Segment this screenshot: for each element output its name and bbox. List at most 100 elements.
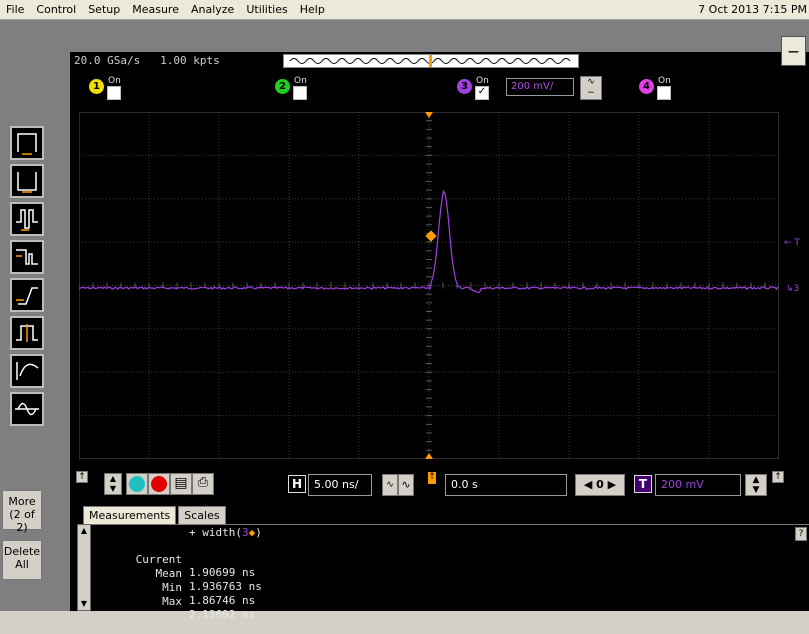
sample-rate: 20.0 GSa/s	[74, 54, 141, 67]
channel-1-on-checkbox[interactable]	[107, 86, 121, 100]
run-indicator-icon	[129, 476, 145, 492]
channel-row: 1 On 2 On 3 On ✓ 4 On	[70, 70, 780, 106]
channel-4-on-label: On	[658, 76, 671, 86]
autoscale-icon: ▤	[174, 475, 188, 491]
autoscale-button[interactable]: ▤	[170, 473, 192, 495]
top-gray-panel	[0, 20, 809, 52]
trigger-level-field[interactable]: 200 mV	[655, 474, 741, 496]
delay-field[interactable]: 0.0 s	[445, 474, 567, 496]
channel-1-badge[interactable]: 1	[89, 79, 104, 94]
horizontal-scale-field[interactable]: 5.00 ns/	[308, 474, 372, 496]
acquisition-info: 20.0 GSa/s 1.00 kpts	[74, 54, 220, 67]
expand-up-button[interactable]: ↑	[76, 471, 88, 483]
measurement-row-max: Max 2.13692 ns	[162, 595, 256, 621]
marker-icon: ◆	[248, 526, 256, 539]
channel-4-on-checkbox[interactable]	[657, 86, 671, 100]
memory-bar[interactable]	[283, 54, 579, 68]
scroll-stepper[interactable]: ▲ ▼	[104, 473, 122, 495]
single-run-button[interactable]	[126, 473, 148, 495]
channel-3-swatch-icon: 3	[241, 526, 249, 539]
date-time: 7 Oct 2013 7:15 PM	[698, 3, 807, 16]
menu-help[interactable]: Help	[299, 3, 325, 16]
checkmark-icon: ✓	[477, 86, 487, 97]
glitch-trigger-button[interactable]	[10, 202, 44, 236]
measurement-row-mean: Mean 1.936763 ns	[155, 567, 262, 593]
minimize-icon: —	[788, 44, 799, 58]
memory-waveform-icon	[289, 55, 571, 67]
control-row: ↑ ▲ ▼ ▤ ⎙ H 5.00 ns/ ∿ ∿ ↑ 0.0 s ◀ 0 ▶ T …	[70, 469, 809, 499]
trigger-position-marker-bottom	[425, 453, 433, 459]
arrow-up-icon: ↑	[774, 472, 782, 482]
channel-3-waveform	[79, 189, 779, 294]
minimize-button[interactable]: —	[781, 36, 806, 66]
pulse-width-trigger-icon	[17, 172, 37, 193]
more-button[interactable]: More (2 of 2)	[2, 490, 42, 534]
measurement-tabs: Measurements Scales	[83, 506, 228, 525]
step-left-right-icon: ◀ 0 ▶	[583, 478, 617, 491]
ac-coupling-icon: ∿ ∼	[587, 77, 595, 98]
pattern-trigger-icon	[15, 402, 39, 416]
menu-setup[interactable]: Setup	[88, 3, 121, 16]
memory-depth: 1.00 kpts	[160, 54, 220, 67]
scroll-down-icon: ▼	[80, 599, 88, 608]
waveform-graticule[interactable]	[79, 112, 779, 459]
menu-analyze[interactable]: Analyze	[190, 3, 235, 16]
tab-measurements[interactable]: Measurements	[83, 506, 177, 525]
waveform-mode-button[interactable]: ∿	[398, 474, 414, 496]
transition-trigger-icon	[16, 287, 38, 305]
channel-3-on-checkbox[interactable]: ✓	[475, 86, 489, 100]
channel-3-on-label: On	[476, 76, 489, 86]
trigger-level-marker: ← T	[784, 238, 800, 248]
menu-measure[interactable]: Measure	[132, 3, 179, 16]
trigger-label[interactable]: T	[634, 475, 652, 493]
delete-all-button[interactable]: Delete All	[2, 540, 42, 580]
pattern-trigger-button[interactable]	[10, 392, 44, 426]
stop-button[interactable]	[148, 473, 170, 495]
channel-1-on-label: On	[108, 76, 121, 86]
zoom-button[interactable]: ∿	[382, 474, 398, 496]
arrow-up-icon: ↑	[78, 472, 86, 482]
window-trigger-icon	[16, 362, 39, 380]
setup-hold-trigger-button[interactable]	[10, 316, 44, 350]
glitch-trigger-icon	[16, 209, 38, 231]
stepper-up-down-icon: ▲ ▼	[752, 475, 760, 495]
tab-scales[interactable]: Scales	[178, 506, 226, 525]
delay-step-buttons[interactable]: ◀ 0 ▶	[575, 474, 625, 496]
measurements-panel: + width(3◆) Current 1.90699 ns Mean 1.93…	[77, 524, 809, 621]
channel-3-scale-field[interactable]: 200 mV/	[506, 78, 574, 96]
horizontal-label[interactable]: H	[288, 475, 306, 493]
sine-icon: ∿	[401, 478, 411, 491]
menu-file[interactable]: File	[6, 3, 25, 16]
channel-2-on-label: On	[294, 76, 307, 86]
trigger-level-stepper[interactable]: ▲ ▼	[745, 474, 767, 496]
zoom-waveform-icon: ∿	[386, 480, 394, 490]
channel-3-coupling-button[interactable]: ∿ ∼	[580, 76, 602, 100]
runt-trigger-icon	[16, 249, 38, 265]
measurements-scrollbar[interactable]: ▲ ▼	[77, 524, 91, 611]
setup-hold-trigger-icon	[16, 324, 38, 342]
printer-icon: ⎙	[197, 475, 209, 490]
edge-trigger-button[interactable]	[10, 126, 44, 160]
runt-trigger-button[interactable]	[10, 240, 44, 274]
menu-bar: File Control Setup Measure Analyze Utili…	[0, 0, 809, 20]
menu-utilities[interactable]: Utilities	[246, 3, 288, 16]
channel-2-badge[interactable]: 2	[275, 79, 290, 94]
trigger-expand-button[interactable]: ↑	[772, 471, 784, 483]
channel-3-badge[interactable]: 3	[457, 79, 472, 94]
trigger-position-marker-top	[425, 112, 433, 118]
pulse-width-trigger-button[interactable]	[10, 164, 44, 198]
stop-indicator-icon	[151, 476, 167, 492]
scroll-up-icon: ▲	[80, 526, 88, 535]
print-button[interactable]: ⎙	[192, 473, 214, 495]
transition-trigger-button[interactable]	[10, 278, 44, 312]
grid-lines	[79, 112, 779, 459]
channel-3-ground-marker: ↳3	[786, 284, 800, 294]
measurement-header: + width(3◆)	[189, 526, 262, 539]
window-trigger-button[interactable]	[10, 354, 44, 388]
menu-control[interactable]: Control	[36, 3, 77, 16]
delay-reference-marker: ↑	[428, 472, 436, 484]
help-button[interactable]: ?	[795, 527, 807, 541]
channel-2-on-checkbox[interactable]	[293, 86, 307, 100]
stepper-icon: ▲ ▼	[109, 474, 117, 493]
channel-4-badge[interactable]: 4	[639, 79, 654, 94]
